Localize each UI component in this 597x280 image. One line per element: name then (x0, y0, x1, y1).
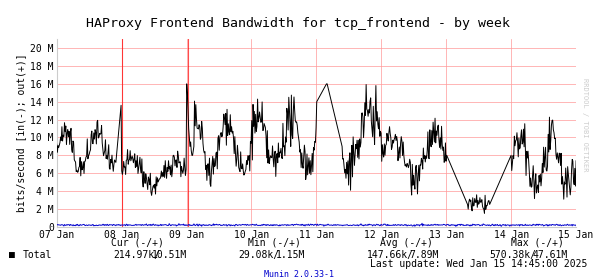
Text: Munin 2.0.33-1: Munin 2.0.33-1 (263, 270, 334, 279)
Text: RRDTOOL / TOBI OETIKER: RRDTOOL / TOBI OETIKER (582, 78, 588, 172)
Text: 1.15M: 1.15M (276, 250, 305, 260)
Text: 147.66k/: 147.66k/ (367, 250, 414, 260)
Text: Min (-/+): Min (-/+) (248, 238, 301, 248)
Text: 47.61M: 47.61M (533, 250, 568, 260)
Text: Last update: Wed Jan 15 14:45:00 2025: Last update: Wed Jan 15 14:45:00 2025 (370, 259, 587, 269)
Text: Avg (-/+): Avg (-/+) (380, 238, 432, 248)
Text: 570.38k/: 570.38k/ (490, 250, 537, 260)
Y-axis label: bits/second [in(-); out(+)]: bits/second [in(-); out(+)] (16, 54, 26, 212)
Text: Total: Total (23, 250, 52, 260)
Text: ■: ■ (9, 250, 15, 260)
Text: 29.08k/: 29.08k/ (239, 250, 280, 260)
Text: 214.97k/: 214.97k/ (113, 250, 161, 260)
Text: 7.89M: 7.89M (409, 250, 438, 260)
Text: Cur (-/+): Cur (-/+) (111, 238, 164, 248)
Text: Max (-/+): Max (-/+) (511, 238, 564, 248)
Text: 10.51M: 10.51M (152, 250, 187, 260)
Text: HAProxy Frontend Bandwidth for tcp_frontend - by week: HAProxy Frontend Bandwidth for tcp_front… (87, 17, 510, 30)
